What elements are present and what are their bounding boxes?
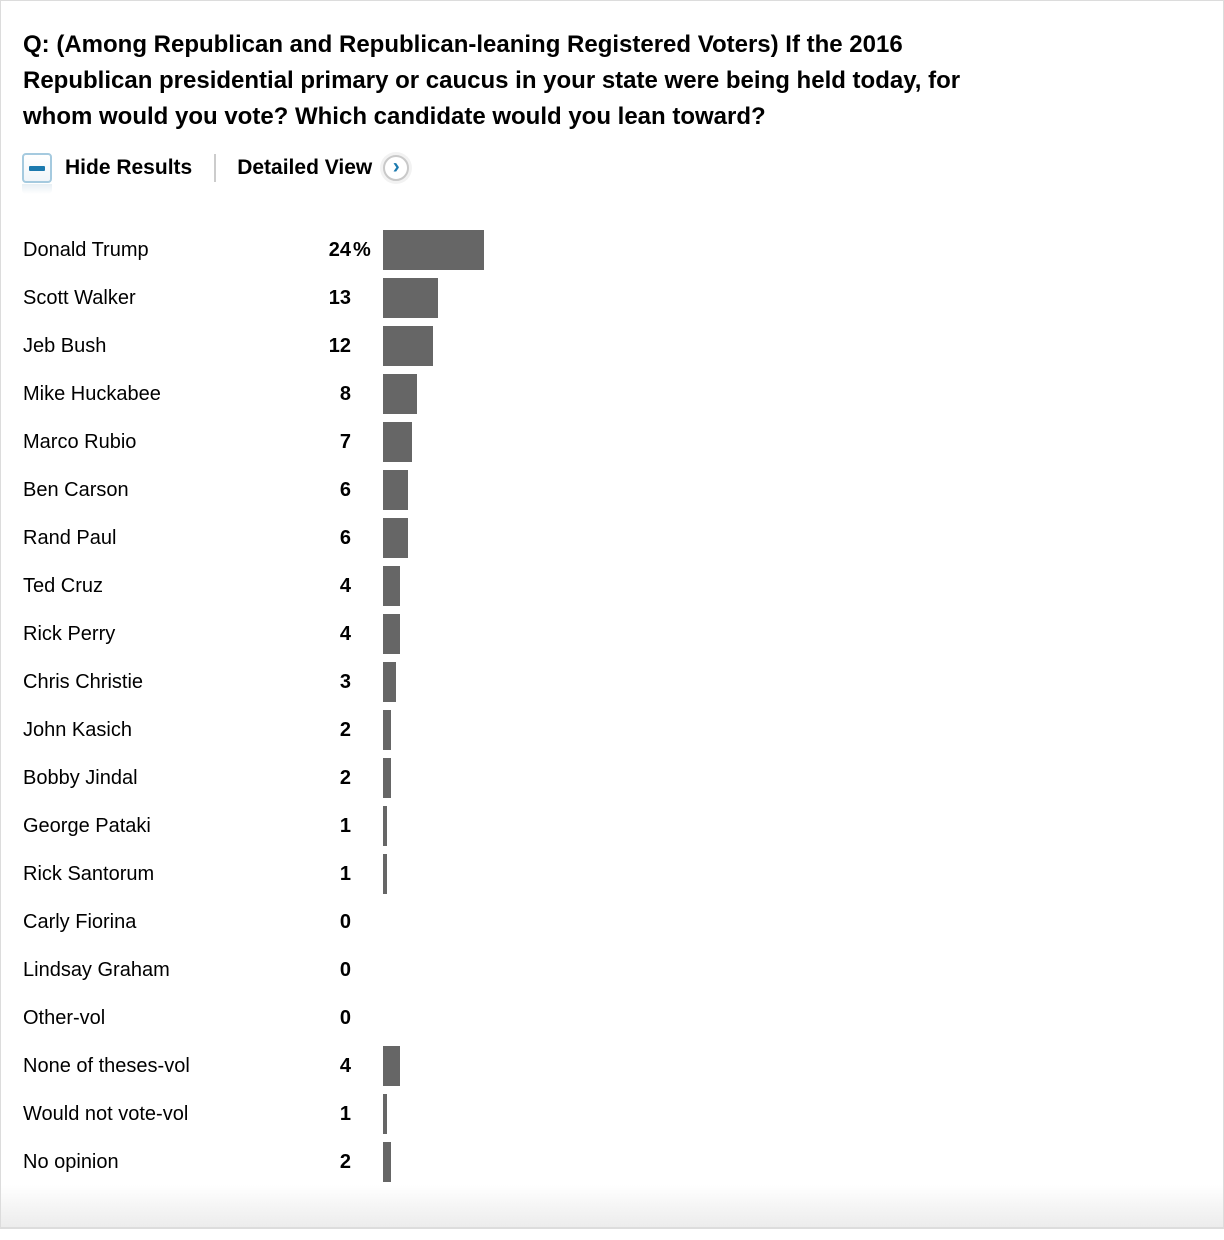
candidate-value: 3 bbox=[339, 670, 351, 693]
candidate-label: No opinion bbox=[23, 1150, 119, 1173]
candidate-label: None of theses-vol bbox=[23, 1054, 190, 1077]
candidate-value: 4 bbox=[339, 574, 351, 597]
result-bar bbox=[383, 854, 388, 894]
question-line-2: Republican presidential primary or caucu… bbox=[23, 67, 961, 94]
candidate-label: Bobby Jindal bbox=[23, 766, 138, 789]
result-bar bbox=[383, 326, 434, 366]
detailed-view-label[interactable]: Detailed View bbox=[237, 156, 373, 179]
candidate-value: 2 bbox=[339, 718, 351, 741]
candidate-label: Scott Walker bbox=[23, 286, 136, 309]
candidate-value: 0 bbox=[339, 910, 351, 933]
poll-row: Rick Santorum 1 bbox=[1, 850, 1223, 898]
hide-results-label[interactable]: Hide Results bbox=[65, 156, 193, 179]
detailed-view-button[interactable]: Detailed View › bbox=[237, 155, 410, 181]
candidate-label: Ben Carson bbox=[23, 478, 129, 501]
result-bar bbox=[383, 566, 400, 606]
percent-sign: % bbox=[353, 238, 371, 261]
chart-controls: Hide Results Detailed View › bbox=[22, 152, 1223, 194]
controls-divider bbox=[214, 154, 217, 182]
candidate-value: 2 bbox=[339, 766, 351, 789]
poll-row: No opinion 2 bbox=[1, 1138, 1223, 1186]
poll-row: Scott Walker 13 bbox=[1, 274, 1223, 322]
candidate-value: 8 bbox=[339, 382, 351, 405]
question-line-1: Q: (Among Republican and Republican-lean… bbox=[23, 31, 903, 58]
candidate-label: Carly Fiorina bbox=[23, 910, 137, 933]
candidate-label: Ted Cruz bbox=[23, 574, 104, 597]
poll-row: Mike Huckabee 8 bbox=[1, 370, 1223, 418]
candidate-label: Lindsay Graham bbox=[23, 958, 170, 981]
poll-row: Lindsay Graham 0 bbox=[1, 946, 1223, 994]
candidate-value: 6 bbox=[339, 478, 351, 501]
candidate-label: Rick Perry bbox=[23, 622, 116, 645]
poll-row: Bobby Jindal 2 bbox=[1, 754, 1223, 802]
chevron-right-icon[interactable]: › bbox=[383, 155, 410, 181]
candidate-label: Rick Santorum bbox=[23, 862, 155, 885]
result-bar bbox=[383, 422, 413, 462]
poll-bar-chart: Donald Trump 24 % Scott Walker 13 Jeb Bu… bbox=[1, 226, 1223, 1186]
candidate-label: Mike Huckabee bbox=[23, 382, 161, 405]
candidate-label: Other-vol bbox=[23, 1006, 106, 1029]
candidate-value: 24 bbox=[328, 238, 351, 261]
poll-row: Ben Carson 6 bbox=[1, 466, 1223, 514]
poll-row: Carly Fiorina 0 bbox=[1, 898, 1223, 946]
candidate-label: Rand Paul bbox=[23, 526, 117, 549]
poll-row: Donald Trump 24 % bbox=[1, 226, 1223, 274]
poll-row: None of theses-vol 4 bbox=[1, 1042, 1223, 1090]
result-bar bbox=[383, 614, 400, 654]
candidate-value: 1 bbox=[339, 814, 351, 837]
poll-row: Rick Perry 4 bbox=[1, 610, 1223, 658]
result-bar bbox=[383, 278, 438, 318]
candidate-label: John Kasich bbox=[23, 718, 132, 741]
candidate-value: 0 bbox=[339, 1006, 351, 1029]
candidate-label: George Pataki bbox=[23, 814, 151, 837]
question-title: Q: (Among Republican and Republican-lean… bbox=[1, 1, 1223, 135]
candidate-value: 13 bbox=[328, 286, 351, 309]
result-bar bbox=[383, 470, 409, 510]
result-bar bbox=[383, 230, 484, 270]
candidate-label: Chris Christie bbox=[23, 670, 144, 693]
candidate-label: Marco Rubio bbox=[23, 430, 137, 453]
poll-row: Chris Christie 3 bbox=[1, 658, 1223, 706]
candidate-value: 7 bbox=[339, 430, 351, 453]
collapse-minus-icon[interactable] bbox=[22, 153, 52, 194]
poll-row: George Pataki 1 bbox=[1, 802, 1223, 850]
candidate-label: Donald Trump bbox=[23, 238, 149, 261]
result-bar bbox=[383, 758, 392, 798]
hide-results-button[interactable]: Hide Results bbox=[22, 153, 193, 194]
candidate-value: 6 bbox=[339, 526, 351, 549]
result-bar bbox=[383, 1094, 388, 1134]
result-bar bbox=[383, 662, 396, 702]
poll-row: Marco Rubio 7 bbox=[1, 418, 1223, 466]
poll-row: Other-vol 0 bbox=[1, 994, 1223, 1042]
candidate-value: 1 bbox=[339, 1102, 351, 1125]
question-line-3: whom would you vote? Which candidate wou… bbox=[23, 103, 766, 130]
poll-row: Rand Paul 6 bbox=[1, 514, 1223, 562]
result-bar bbox=[383, 518, 409, 558]
poll-row: John Kasich 2 bbox=[1, 706, 1223, 754]
result-bar bbox=[383, 806, 388, 846]
candidate-value: 4 bbox=[339, 1054, 351, 1077]
candidate-value: 2 bbox=[339, 1150, 351, 1173]
candidate-value: 12 bbox=[328, 334, 351, 357]
result-bar bbox=[383, 710, 392, 750]
candidate-value: 0 bbox=[339, 958, 351, 981]
candidate-value: 1 bbox=[339, 862, 351, 885]
poll-row: Ted Cruz 4 bbox=[1, 562, 1223, 610]
icon-reflection bbox=[22, 184, 52, 194]
candidate-label: Would not vote-vol bbox=[23, 1102, 189, 1125]
poll-row: Would not vote-vol 1 bbox=[1, 1090, 1223, 1138]
result-bar bbox=[383, 1142, 392, 1182]
result-bar bbox=[383, 1046, 400, 1086]
result-bar bbox=[383, 374, 417, 414]
footer-gradient bbox=[1, 1185, 1223, 1227]
candidate-value: 4 bbox=[339, 622, 351, 645]
poll-row: Jeb Bush 12 bbox=[1, 322, 1223, 370]
candidate-label: Jeb Bush bbox=[23, 334, 107, 357]
